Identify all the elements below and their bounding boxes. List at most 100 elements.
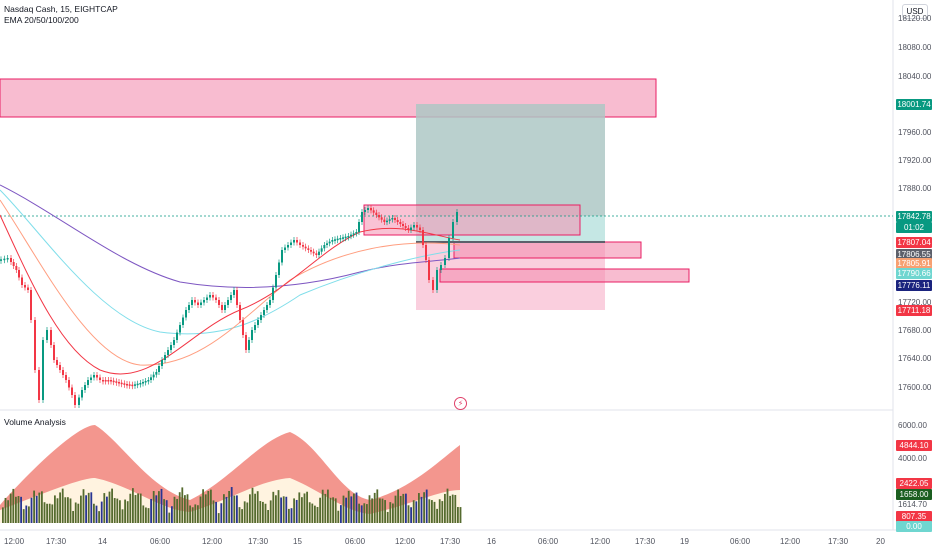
volume-bar: [251, 487, 254, 523]
candle: [399, 222, 402, 224]
volume-bar: [67, 497, 69, 523]
time-tick: 17:30: [248, 537, 269, 546]
candle: [215, 297, 217, 300]
volume-bar: [20, 496, 22, 523]
volume-analysis: [0, 425, 462, 523]
zone-box-1[interactable]: [363, 204, 581, 236]
volume-bar: [277, 490, 280, 523]
zone-box-2[interactable]: [453, 241, 642, 259]
ema-line: [0, 184, 461, 288]
countdown-label: 01:02: [896, 222, 932, 233]
volume-bar: [254, 493, 256, 523]
candle: [112, 380, 115, 383]
ema-line: [0, 189, 461, 335]
volume-bar: [69, 498, 72, 523]
volume-bar: [366, 504, 368, 523]
candle: [71, 387, 73, 395]
volume-bar: [15, 496, 17, 523]
price-label: 17776.11: [896, 280, 932, 291]
candle: [312, 251, 315, 254]
currency-button[interactable]: USD: [902, 4, 928, 19]
volume-bar: [290, 508, 293, 523]
candle: [233, 290, 235, 295]
candle: [188, 305, 190, 310]
time-tick: 17:30: [440, 537, 461, 546]
volume-bar: [217, 513, 220, 523]
zone-box-3[interactable]: [439, 268, 690, 283]
volume-label: 807.35: [896, 511, 932, 522]
time-tick: 20: [876, 537, 885, 546]
candle: [413, 225, 415, 228]
volume-bar: [186, 494, 189, 523]
volume-bar: [56, 498, 59, 523]
volume-bar: [184, 495, 186, 523]
volume-bar: [155, 495, 158, 523]
candle: [290, 242, 292, 245]
volume-bar: [256, 491, 259, 523]
candle: [380, 217, 383, 220]
volume-bar: [303, 493, 306, 523]
volume-bar: [319, 497, 321, 523]
chart-legend[interactable]: Nasdaq Cash, 15, EIGHTCAP EMA 20/50/100/…: [4, 4, 118, 26]
candle: [331, 240, 334, 242]
candle: [315, 253, 318, 255]
candle: [383, 219, 386, 222]
volume-bar: [134, 495, 137, 523]
candles[interactable]: [0, 205, 458, 408]
volume-bar: [223, 494, 225, 523]
volume-bar: [345, 497, 347, 523]
candle: [144, 381, 147, 383]
candle: [416, 225, 418, 228]
candle: [452, 222, 454, 238]
volume-bar: [282, 496, 285, 523]
time-tick: 16: [487, 537, 496, 546]
volume-bar: [225, 496, 228, 523]
candle: [394, 218, 396, 220]
candle: [440, 265, 442, 270]
volume-bar: [145, 507, 147, 523]
candle: [221, 305, 223, 310]
candle: [355, 232, 358, 234]
volume-bar: [410, 507, 412, 523]
volume-label: 0.00: [896, 521, 932, 532]
volume-bar: [210, 489, 212, 523]
volume-bar: [61, 488, 64, 523]
volume-bar: [7, 500, 9, 523]
candle: [257, 320, 259, 325]
volume-bar: [376, 489, 379, 523]
candle: [158, 366, 160, 372]
volume-bar: [72, 511, 74, 523]
volume-legend[interactable]: Volume Analysis: [4, 417, 66, 428]
volume-label: 1658.00: [896, 489, 932, 500]
volume-bar: [59, 492, 61, 523]
volume-bar: [402, 493, 405, 523]
volume-label: 2422.05: [896, 478, 932, 489]
symbol-title[interactable]: Nasdaq Cash, 15, EIGHTCAP: [4, 4, 118, 14]
volume-tick: 4000.00: [898, 454, 927, 463]
price-tick: 18040.00: [898, 72, 932, 81]
volume-bar: [293, 498, 295, 523]
volume-bar: [12, 488, 15, 523]
volume-bar: [228, 490, 230, 523]
volume-bar: [38, 492, 41, 523]
volume-bar: [33, 490, 35, 523]
candle: [18, 270, 20, 278]
candle: [81, 390, 83, 398]
candle: [388, 219, 391, 221]
ema-line: [0, 214, 461, 375]
volume-bar: [355, 492, 358, 523]
volume-bar: [420, 496, 423, 523]
candle: [428, 260, 430, 280]
candle: [170, 345, 172, 350]
candle: [372, 210, 375, 213]
volume-bar: [194, 504, 197, 523]
volume-bar: [321, 489, 324, 523]
volume-bar: [306, 491, 308, 523]
lightning-icon[interactable]: ⚡: [454, 397, 467, 410]
candle: [38, 370, 40, 400]
volume-bar: [451, 494, 454, 523]
ema-legend[interactable]: EMA 20/50/100/200: [4, 15, 79, 25]
volume-bar: [288, 508, 290, 523]
volume-title[interactable]: Volume Analysis: [4, 417, 66, 427]
